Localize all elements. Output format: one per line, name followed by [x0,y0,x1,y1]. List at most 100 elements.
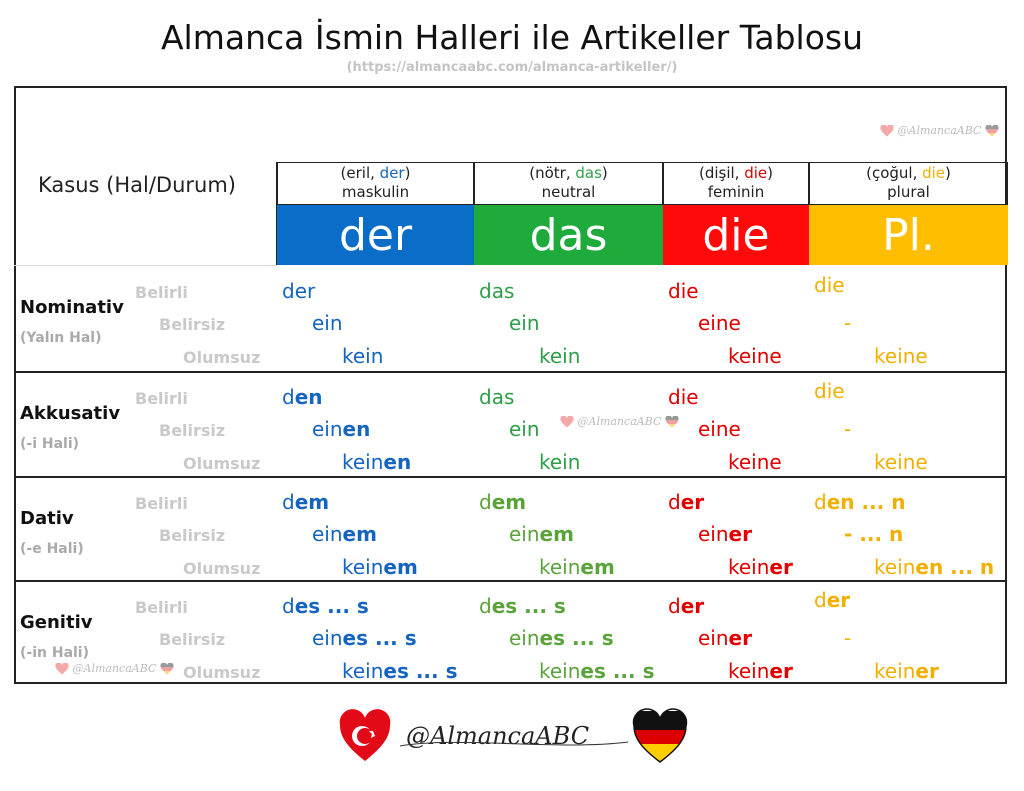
case-subtitle: (Yalın Hal) [20,330,102,346]
watermark-text: @AlmancaABC [72,662,157,675]
row-label-belirsiz: Belirsiz [159,526,226,545]
article-cell: der [668,490,705,514]
article-cell: des ... s [479,594,566,618]
case-name: Dativ [20,508,74,529]
germany-heart-icon [160,663,174,675]
article-cell: keine [874,344,928,368]
column-header-line2: plural [887,183,930,201]
article-cell: einen [312,417,371,441]
row-label-belirli: Belirli [135,283,188,302]
article-cell: dem [479,490,527,514]
row-label-belirsiz: Belirsiz [159,421,226,440]
article-band-2: das [474,205,663,265]
article-cell: keine [728,450,782,474]
article-cell: keinem [342,555,418,579]
row-label-belirli: Belirli [135,598,188,617]
article-cell: die [668,385,699,409]
article-cell: die [814,273,845,297]
article-cell: keines ... s [539,659,655,683]
case-subtitle: (-i Hali) [20,436,80,452]
column-header-line2: neutral [541,183,596,201]
row-label-olumsuz: Olumsuz [183,559,261,578]
article-cell: der [282,279,316,303]
source-url: (https://almancaabc.com/almanca-artikell… [346,60,678,75]
page-title: Almanca İsmin Halleri ile Artikeller Tab… [160,18,864,57]
watermark-text: @AlmancaABC [577,415,662,428]
column-header-1: (eril, der) maskulin [277,162,474,205]
row-label-belirli: Belirli [135,389,188,408]
watermark-top: @AlmancaABC [880,124,999,137]
column-header-line1: (dişil, die) [698,164,773,182]
case-subtitle: (-in Hali) [20,645,90,661]
germany-heart-logo-icon [632,708,688,763]
row-divider [14,371,1007,373]
article-cell: ein [509,311,540,335]
column-header-2: (nötr, das) neutral [474,162,663,205]
column-header-line2: feminin [707,183,765,201]
row-divider [14,580,1007,582]
article-cell: - [844,417,852,441]
article-cell: keinem [539,555,615,579]
article-cell: - [844,311,852,335]
article-cell: keiner [728,555,793,579]
article-cell: eines ... s [509,626,614,650]
article-cell: den ... n [814,490,906,514]
article-cell: keines ... s [342,659,458,683]
article-cell: kein [539,450,581,474]
table-frame [14,86,1007,684]
header-left-divider [276,162,277,265]
column-header-line1: (çoğul, die) [866,164,951,182]
row-label-belirsiz: Belirsiz [159,315,226,334]
article-cell: des ... s [282,594,369,618]
article-cell: der [668,594,705,618]
row-label-belirli: Belirli [135,494,188,513]
column-header-4: (çoğul, die) plural [809,162,1008,205]
column-header-line1: (nötr, das) [529,164,608,182]
article-band-3: die [663,205,809,265]
article-cell: eines ... s [312,626,417,650]
germany-heart-icon [985,125,999,137]
article-cell: das [479,385,515,409]
column-header-3: (dişil, die) feminin [663,162,809,205]
article-cell: keine [874,450,928,474]
header-bottom-divider [14,265,277,266]
logo-text: @AlmancaABC [406,722,589,750]
turkey-heart-logo-icon [339,709,391,761]
column-header-line1: (eril, der) [340,164,411,182]
article-cell: eine [698,311,741,335]
watermark-middle: @AlmancaABC [560,415,679,428]
article-cell: den [282,385,323,409]
article-cell: kein [539,344,581,368]
article-cell: eine [698,417,741,441]
article-cell: die [668,279,699,303]
article-cell: einer [698,522,752,546]
row-label-belirsiz: Belirsiz [159,630,226,649]
case-name: Genitiv [20,612,93,633]
case-name: Akkusativ [20,403,121,424]
article-cell: keinen [342,450,412,474]
watermark-text: @AlmancaABC [897,124,982,137]
almancaabc-logo: @AlmancaABC [339,708,688,763]
kasus-header: Kasus (Hal/Durum) [38,173,236,197]
article-cell: einem [312,522,377,546]
article-cell: das [479,279,515,303]
row-label-olumsuz: Olumsuz [183,348,261,367]
article-cell: - ... n [844,522,904,546]
article-cell: keine [728,344,782,368]
case-name: Nominativ [20,297,124,318]
case-subtitle: (-e Hali) [20,541,84,557]
article-cell: die [814,379,845,403]
germany-heart-icon [665,416,679,428]
column-header-line2: maskulin [341,183,410,201]
article-cell: einem [509,522,574,546]
turkey-heart-icon [55,663,69,675]
row-label-olumsuz: Olumsuz [183,454,261,473]
turkey-heart-icon [880,125,894,137]
turkey-heart-icon [560,416,574,428]
article-band-4: Pl. [809,205,1008,265]
article-cell: der [814,588,851,612]
article-cell: ein [509,417,540,441]
watermark-bottom: @AlmancaABC [55,662,174,675]
row-divider [14,476,1007,478]
article-cell: dem [282,490,330,514]
